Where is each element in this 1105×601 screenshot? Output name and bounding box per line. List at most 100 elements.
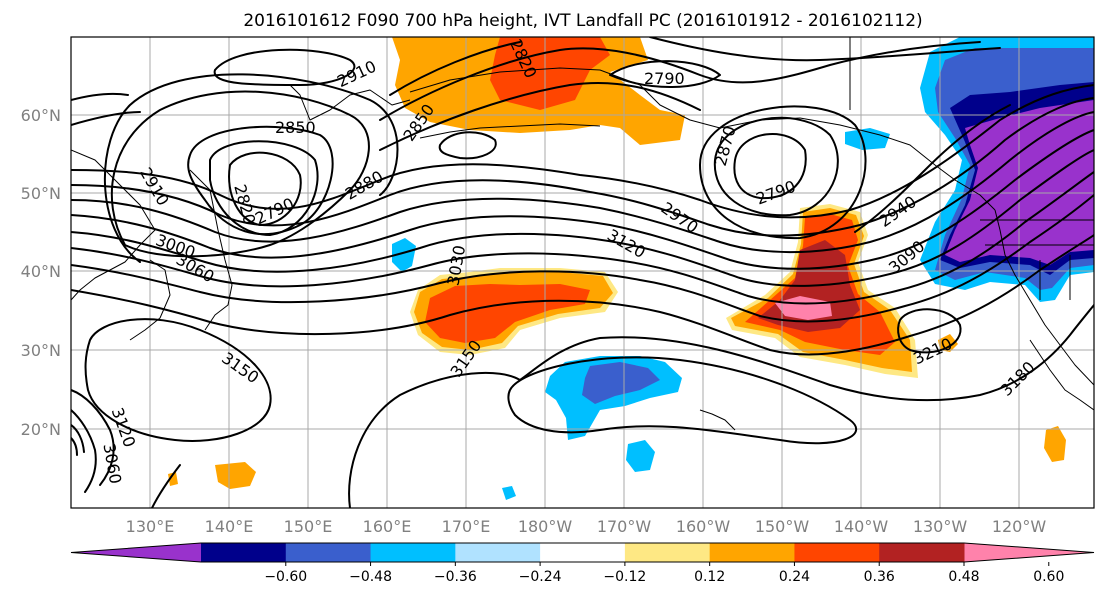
colorbar-segment xyxy=(624,543,711,562)
coast-sakhalin xyxy=(189,169,233,331)
contour-2820-west xyxy=(209,140,319,236)
contour-east-low-2820 xyxy=(713,116,839,217)
lat-label: 60°N xyxy=(21,106,61,125)
colorbar-tick-label: −0.36 xyxy=(434,569,477,585)
lon-label: 130°W xyxy=(913,517,968,536)
contour-sw-coast-east xyxy=(151,464,181,508)
colorbar-tick-label: 0.12 xyxy=(694,569,725,585)
contour-east-low-2870 xyxy=(699,105,867,240)
colorbar-segment xyxy=(370,543,456,562)
lon-label: 170°W xyxy=(597,517,652,536)
contour-label: 2850 xyxy=(275,118,316,137)
lon-label: 140°W xyxy=(834,517,889,536)
colorbar-segment xyxy=(201,543,287,562)
coastlines xyxy=(71,37,1094,431)
coast-mexico xyxy=(1029,339,1094,411)
contour-2790-west xyxy=(228,151,302,226)
coast-aleutians xyxy=(419,123,601,139)
colorbar-extend-high xyxy=(964,543,1094,562)
contour-west-edge-2 xyxy=(71,111,141,126)
colorbar: −0.60 −0.48 −0.36 −0.24 −0.12 0.12 0.24 0.36 0.4… xyxy=(70,542,1095,585)
positive-blob-west xyxy=(215,462,256,489)
contour-east-low-2790 xyxy=(733,133,807,200)
lon-label: 120°W xyxy=(992,517,1047,536)
negative-blob-south xyxy=(502,486,516,500)
contour-2850-top xyxy=(379,41,981,121)
longitude-labels: 130°E 140°E 150°E 160°E 170°E 180°W 170°… xyxy=(126,517,1047,536)
height-contours xyxy=(71,37,1094,508)
colorbar-tick-label: 0.24 xyxy=(779,569,810,585)
colorbar-segment xyxy=(540,543,626,562)
colorbar-segment xyxy=(455,543,541,562)
contour-band-2 xyxy=(71,97,1094,237)
colorbar-segment xyxy=(709,543,795,562)
contour-band-5 xyxy=(71,149,1094,287)
coast-hawaii xyxy=(699,409,736,431)
contour-band-7-3120 xyxy=(71,194,1094,323)
contour-2910-north xyxy=(213,48,356,86)
contour-label: 2790 xyxy=(644,69,685,88)
contour-loop-north xyxy=(438,131,497,160)
lon-label: 160°W xyxy=(676,517,731,536)
negative-blob-hawaii xyxy=(626,440,655,472)
colorbar-tick-label: −0.24 xyxy=(519,569,562,585)
positive-region-north-core xyxy=(490,37,610,110)
colorbar-outline xyxy=(70,542,1095,563)
contour-2790-north xyxy=(609,60,721,88)
latitude-labels: 60°N 50°N 40°N 30°N 20°N xyxy=(21,106,61,439)
negative-blob-gulf xyxy=(845,128,890,150)
lon-label: 150°E xyxy=(284,517,333,536)
contour-2820-top xyxy=(389,41,521,96)
contour-2910-westlow xyxy=(104,73,399,263)
coast-north-america xyxy=(994,209,1094,386)
contour-2880-top xyxy=(379,82,701,151)
contour-west-edge-1 xyxy=(71,92,129,101)
negative-blob-central xyxy=(392,238,416,272)
map-frame xyxy=(70,36,1095,509)
lon-label: 130°E xyxy=(126,517,175,536)
colorbar-tick-label: 0.36 xyxy=(864,569,895,585)
positive-blob-east xyxy=(1044,426,1066,462)
contour-3180-inner xyxy=(507,356,858,445)
colorbar-tick-label: −0.48 xyxy=(349,569,392,585)
coast-alaska xyxy=(409,67,996,211)
lat-label: 30°N xyxy=(21,341,61,360)
colorbar-tick-label: 0.60 xyxy=(1033,569,1064,585)
contour-north-arc xyxy=(649,37,1001,62)
colorbar-tick-label: −0.60 xyxy=(264,569,307,585)
contour-3150 xyxy=(71,234,1094,356)
contour-3180 xyxy=(348,304,1094,508)
lat-label: 50°N xyxy=(21,184,61,203)
positive-blob-west-2 xyxy=(168,472,178,486)
contour-band-6 xyxy=(71,171,1094,305)
figure-title: 2016101612 F090 700 hPa height, IVT Land… xyxy=(243,11,922,31)
colorbar-tick-label: −0.12 xyxy=(603,569,646,585)
coast-states xyxy=(985,244,1094,300)
coast-kamchatka xyxy=(289,84,411,121)
colorbar-tick-label: 0.48 xyxy=(948,569,979,585)
colorbar-extend-low xyxy=(71,543,201,562)
coast-asia xyxy=(71,149,156,301)
coast-canada-border xyxy=(849,37,1094,221)
contour-band-3 xyxy=(71,111,1094,254)
lon-label: 140°E xyxy=(205,517,254,536)
colorbar-segment xyxy=(879,543,965,562)
contour-2940-ne xyxy=(854,104,1011,233)
contour-band-4 xyxy=(71,129,1094,270)
positive-blob-ne-small xyxy=(938,334,958,352)
contour-3210 xyxy=(897,308,962,354)
coast-japan xyxy=(129,259,171,341)
negative-region-subtropical-core xyxy=(582,362,660,404)
contour-3060-sw xyxy=(71,409,97,493)
lon-label: 150°W xyxy=(755,517,810,536)
contour-3150-sw xyxy=(84,318,272,442)
contour-sw-small-2 xyxy=(71,437,78,456)
lat-label: 20°N xyxy=(21,420,61,439)
lat-label: 40°N xyxy=(21,262,61,281)
contour-outer-west xyxy=(110,90,370,258)
contour-band-1 xyxy=(71,84,1094,219)
contour-3120-sw xyxy=(71,389,115,486)
contour-2850-west xyxy=(187,125,334,235)
colorbar-segment xyxy=(285,543,372,562)
